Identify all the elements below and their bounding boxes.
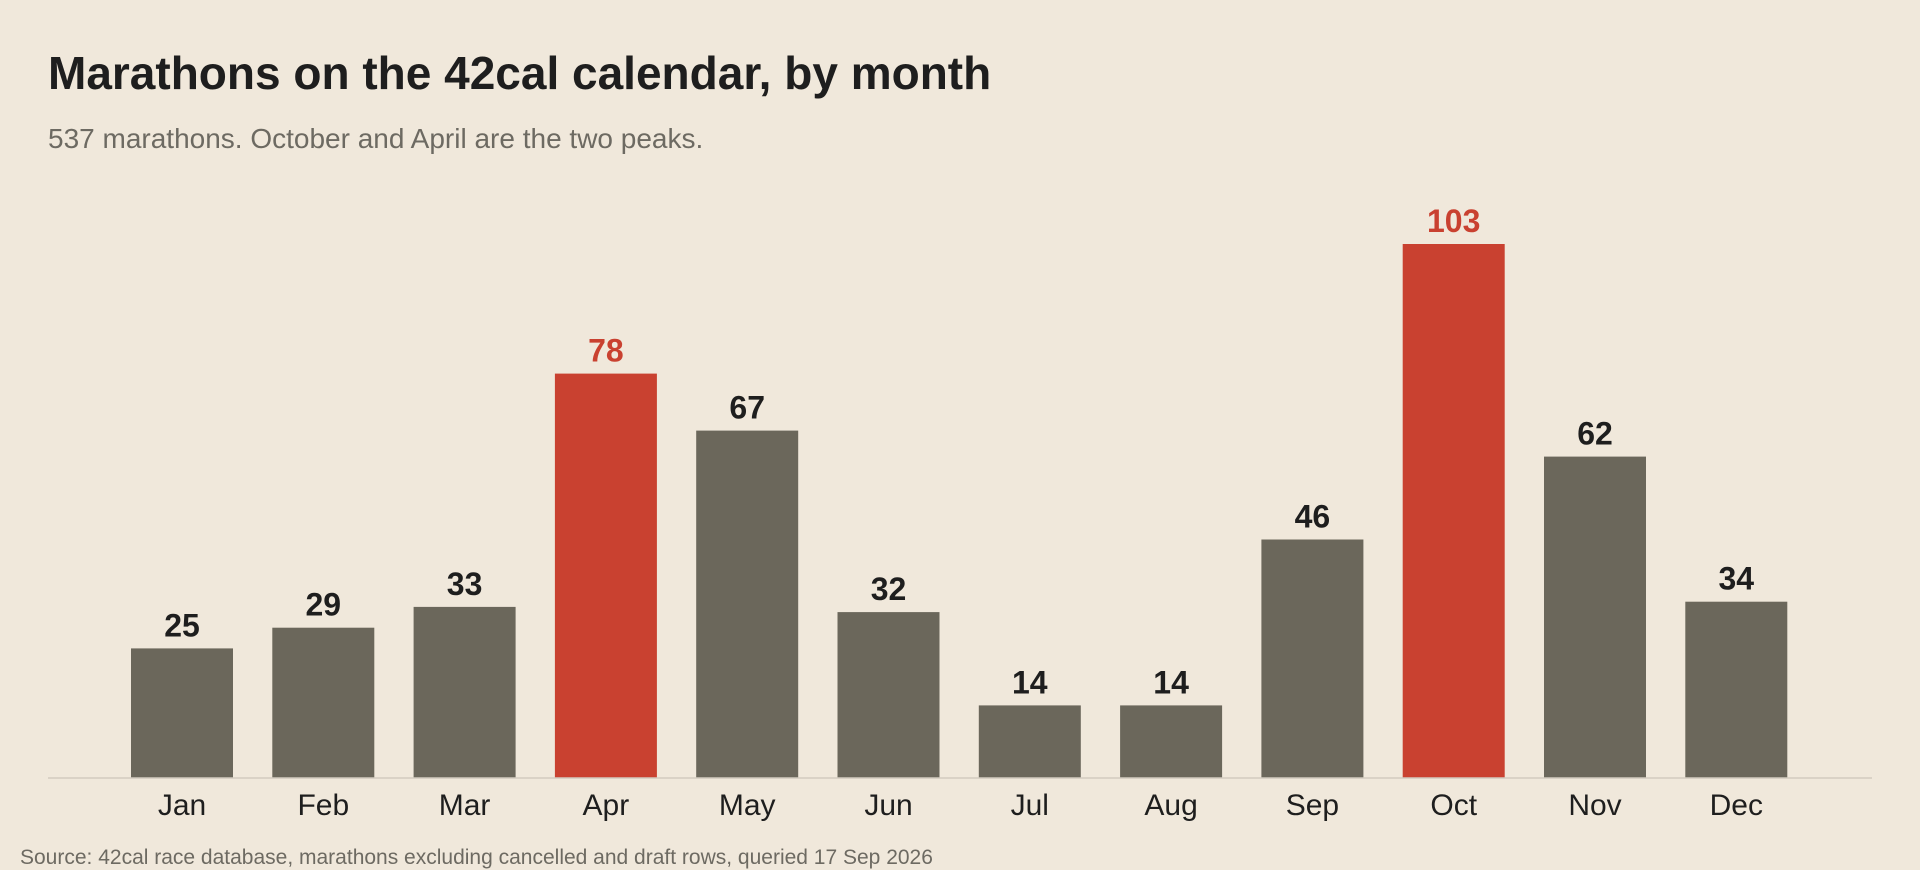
value-labels-layer: 25 29 33 78 67 32 14 14 46 103 62 34 xyxy=(164,203,1754,700)
value-label-aug: 14 xyxy=(1153,664,1189,700)
bar-nov xyxy=(1544,456,1646,778)
x-tick-label-apr: Apr xyxy=(583,789,630,822)
value-label-apr: 78 xyxy=(588,333,624,369)
x-tick-label-may: May xyxy=(719,789,776,822)
bar-oct xyxy=(1402,244,1505,778)
value-label-oct: 103 xyxy=(1427,203,1480,239)
value-label-dec: 34 xyxy=(1719,561,1755,597)
source-note: Source: 42cal race database, marathons e… xyxy=(20,846,933,869)
value-label-mar: 33 xyxy=(447,566,483,602)
bar-jan xyxy=(131,648,233,778)
value-label-feb: 29 xyxy=(306,587,342,623)
x-tick-labels-layer: Jan Feb Mar Apr May Jun Jul Aug Sep Oct Nov Dec xyxy=(158,789,1763,822)
value-label-jul: 14 xyxy=(1012,664,1048,700)
x-tick-label-aug: Aug xyxy=(1144,789,1197,822)
bar-may xyxy=(696,430,799,778)
x-tick-label-dec: Dec xyxy=(1710,789,1763,822)
bar-jul xyxy=(978,705,1081,778)
value-label-may: 67 xyxy=(729,390,765,426)
x-tick-label-jul: Jul xyxy=(1011,789,1049,822)
x-tick-label-oct: Oct xyxy=(1430,789,1477,822)
x-tick-label-feb: Feb xyxy=(297,789,349,822)
x-tick-label-mar: Mar xyxy=(439,789,491,822)
bars-layer xyxy=(131,244,1788,778)
bar-apr xyxy=(554,373,657,778)
value-label-nov: 62 xyxy=(1577,416,1613,452)
bar-jun xyxy=(837,612,940,778)
value-label-jan: 25 xyxy=(164,607,200,643)
bar-dec xyxy=(1685,601,1788,778)
bar-sep xyxy=(1261,539,1364,778)
x-tick-label-nov: Nov xyxy=(1568,789,1621,822)
x-tick-label-jun: Jun xyxy=(864,789,912,822)
bar-feb xyxy=(272,627,375,778)
chart-subtitle: 537 marathons. October and April are the… xyxy=(48,123,704,154)
x-tick-label-jan: Jan xyxy=(158,789,206,822)
value-label-sep: 46 xyxy=(1295,499,1331,535)
x-tick-label-sep: Sep xyxy=(1286,789,1339,822)
bar-mar xyxy=(413,606,516,778)
chart-title: Marathons on the 42cal calendar, by mont… xyxy=(48,47,992,99)
bar-aug xyxy=(1120,705,1223,778)
value-label-jun: 32 xyxy=(871,571,907,607)
